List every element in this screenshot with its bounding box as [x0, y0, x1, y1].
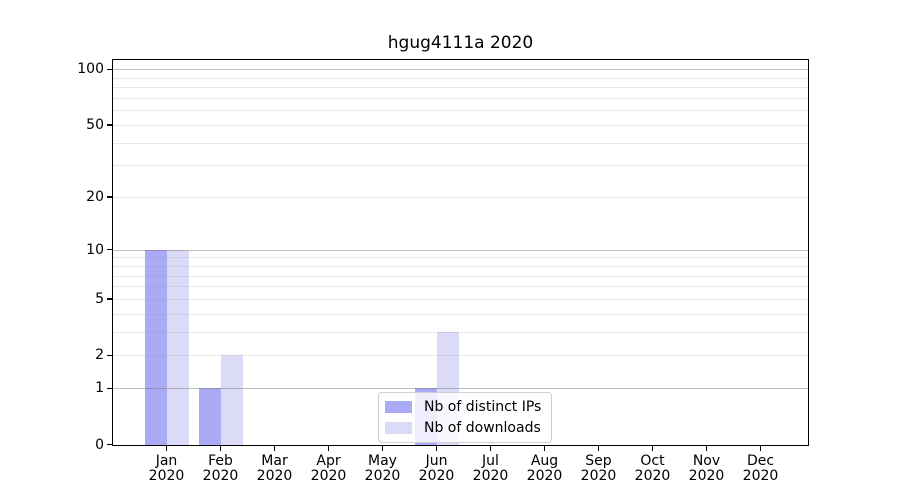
legend-swatch-distinct-ips-icon — [385, 401, 412, 413]
gridline-minor — [113, 165, 808, 167]
gridline-minor — [113, 266, 808, 268]
y-axis-tick — [106, 298, 113, 300]
x-axis-tick-label-may: May 2020 — [351, 452, 415, 485]
gridline-minor — [113, 110, 808, 112]
bar-downloads-feb — [220, 355, 243, 446]
y-axis-tick — [106, 387, 113, 390]
year-label: 2020 — [580, 468, 617, 485]
y-axis-tick — [106, 249, 113, 251]
legend-swatch-downloads-icon — [385, 422, 412, 434]
x-axis-tick — [381, 446, 384, 451]
month-label: May — [368, 452, 397, 469]
month-label: Feb — [208, 452, 233, 469]
month-label: Jan — [155, 452, 178, 469]
gridline-minor — [113, 275, 808, 277]
year-label: 2020 — [742, 468, 779, 485]
gridline-minor — [113, 299, 808, 301]
x-axis-tick-label-feb: Feb 2020 — [189, 452, 253, 485]
x-axis-tick — [327, 446, 330, 451]
x-axis-tick — [489, 446, 492, 451]
y-axis-tick — [106, 354, 113, 357]
month-label: Mar — [261, 452, 288, 469]
x-axis-tick-label-apr: Apr 2020 — [297, 452, 361, 485]
legend-item-downloads: Nb of downloads — [385, 419, 541, 437]
year-label: 2020 — [202, 468, 239, 485]
x-axis-tick-label-oct: Oct 2020 — [621, 452, 685, 485]
gridline-minor — [113, 124, 808, 126]
year-label: 2020 — [364, 468, 401, 485]
legend-label-downloads: Nb of downloads — [424, 420, 541, 436]
y-axis-tick — [106, 196, 113, 198]
x-axis-tick — [219, 446, 222, 451]
month-label: Jul — [482, 452, 499, 469]
gridline-minor — [113, 313, 808, 315]
y-axis-tick — [106, 444, 113, 446]
y-axis-tick-label: 0 — [95, 436, 104, 453]
year-label: 2020 — [256, 468, 293, 485]
gridline-minor — [113, 87, 808, 89]
year-label: 2020 — [526, 468, 563, 485]
y-axis-tick-label: 20 — [86, 189, 104, 206]
x-axis-tick — [435, 446, 438, 451]
legend-item-distinct-ips: Nb of distinct IPs — [385, 398, 541, 416]
x-axis-tick — [165, 446, 168, 451]
chart-title: hgug4111a 2020 — [387, 33, 534, 53]
y-axis-tick — [106, 124, 113, 126]
month-label: Oct — [640, 452, 665, 469]
y-axis-tick-label: 50 — [86, 116, 104, 133]
month-label: Dec — [746, 452, 775, 469]
month-label: Sep — [585, 452, 612, 469]
x-axis-tick — [543, 446, 546, 451]
month-label: Nov — [692, 452, 721, 469]
gridline-minor — [113, 77, 808, 79]
x-axis-tick — [705, 446, 708, 451]
year-label: 2020 — [148, 468, 185, 485]
x-axis-tick-label-mar: Mar 2020 — [243, 452, 307, 485]
x-axis-tick-label-aug: Aug 2020 — [513, 452, 577, 485]
legend: Nb of distinct IPs Nb of downloads — [378, 392, 553, 443]
gridline-minor — [113, 355, 808, 357]
gridline-minor — [113, 257, 808, 259]
bar-distinct-ips-feb — [198, 388, 221, 446]
gridline-minor — [113, 142, 808, 144]
x-axis-tick — [273, 446, 276, 451]
gridline-minor — [113, 97, 808, 99]
x-axis-tick — [759, 446, 762, 451]
gridline-major — [113, 388, 808, 390]
year-label: 2020 — [688, 468, 725, 485]
y-axis-tick-label: 10 — [86, 241, 104, 258]
year-label: 2020 — [472, 468, 509, 485]
gridline-major — [113, 69, 808, 71]
y-axis-tick-label: 2 — [95, 347, 104, 364]
year-label: 2020 — [418, 468, 455, 485]
bar-downloads-jan — [166, 249, 189, 446]
gridline-minor — [113, 286, 808, 288]
x-axis-tick-label-jun: Jun 2020 — [405, 452, 469, 485]
month-label: Jun — [425, 452, 448, 469]
x-axis-tick-label-jan: Jan 2020 — [135, 452, 199, 485]
x-axis-tick-label-jul: Jul 2020 — [459, 452, 523, 485]
bar-distinct-ips-jan — [144, 249, 167, 446]
year-label: 2020 — [634, 468, 671, 485]
y-axis-tick-label: 5 — [95, 291, 104, 308]
gridline-minor — [113, 332, 808, 333]
y-axis-tick — [106, 68, 113, 70]
x-axis-tick-label-dec: Dec 2020 — [729, 452, 793, 485]
gridline-major — [113, 249, 808, 251]
x-axis-tick-label-nov: Nov 2020 — [675, 452, 739, 485]
month-label: Apr — [316, 452, 341, 469]
gridline-minor — [113, 197, 808, 199]
x-axis-tick — [597, 446, 600, 451]
y-axis-tick-label: 1 — [95, 380, 104, 397]
legend-label-distinct-ips: Nb of distinct IPs — [424, 399, 542, 415]
year-label: 2020 — [310, 468, 347, 485]
month-label: Aug — [530, 452, 559, 469]
x-axis-tick-label-sep: Sep 2020 — [567, 452, 631, 485]
x-axis-tick — [651, 446, 654, 451]
y-axis-tick-label: 100 — [77, 61, 104, 78]
